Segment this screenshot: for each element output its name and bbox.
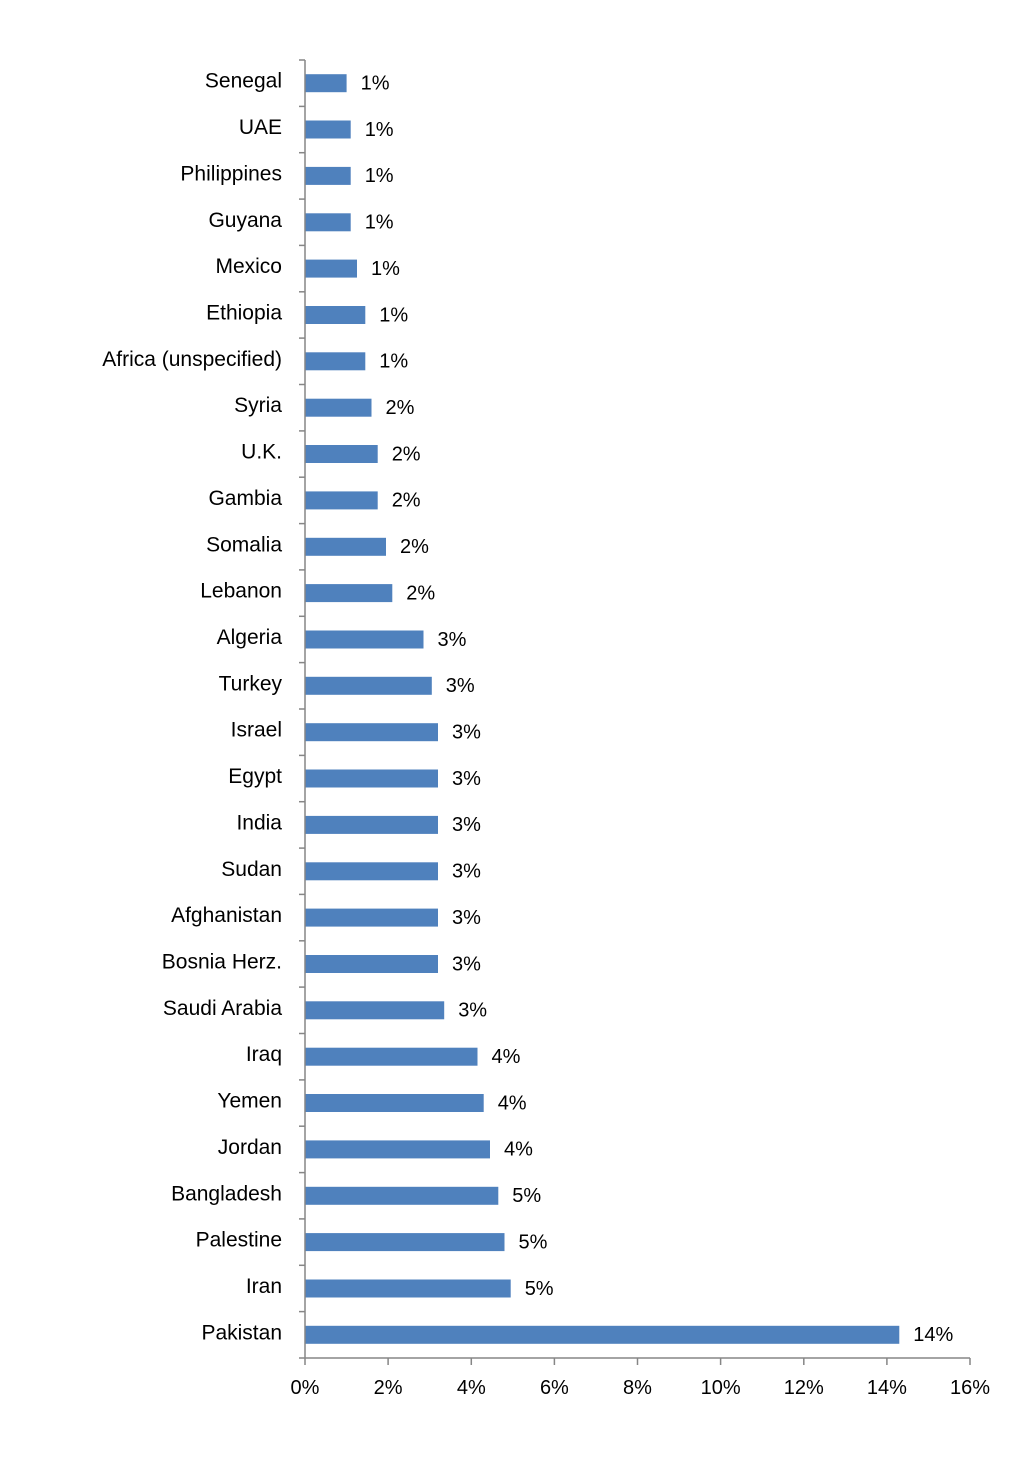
bar — [305, 445, 378, 463]
bar — [305, 1279, 511, 1298]
x-tick-label: 10% — [701, 1377, 741, 1399]
category-label: Bangladesh — [171, 1182, 282, 1205]
category-label: Saudi Arabia — [163, 997, 282, 1020]
category-label: Mexico — [215, 255, 282, 278]
bar — [305, 1186, 499, 1205]
bar-value-label: 3% — [458, 1000, 487, 1022]
category-label: Jordan — [218, 1136, 282, 1159]
category-label: India — [236, 811, 282, 834]
category-label: Palestine — [196, 1229, 282, 1252]
x-tick-label: 16% — [950, 1377, 990, 1399]
category-label: U.K. — [241, 441, 282, 464]
bar-value-label: 1% — [379, 304, 408, 326]
bar — [305, 1047, 478, 1066]
bar-value-label: 4% — [504, 1139, 533, 1161]
bar — [305, 1001, 445, 1020]
bar — [305, 584, 393, 603]
bar — [305, 166, 351, 185]
bar — [305, 815, 438, 834]
bar — [305, 352, 366, 371]
bar-value-label: 3% — [446, 675, 475, 697]
bar-value-label: 5% — [512, 1185, 541, 1207]
category-label: UAE — [239, 116, 282, 139]
category-label: Afghanistan — [171, 904, 282, 927]
category-label: Algeria — [217, 626, 283, 649]
bar — [305, 1140, 490, 1159]
axes-group: 0% 2% 4% 6% 8% 10% 12% 14% 16% — [291, 59, 990, 1399]
category-label: Africa (unspecified) — [102, 348, 282, 371]
bar — [305, 769, 438, 788]
category-label: Gambia — [208, 487, 282, 510]
x-tick-label: 0% — [291, 1377, 320, 1399]
bar — [305, 537, 386, 556]
bar — [305, 630, 424, 649]
category-label: Iraq — [246, 1043, 282, 1066]
bar-value-label: 1% — [371, 258, 400, 280]
bar-value-label: 2% — [392, 443, 421, 465]
category-label: Somalia — [206, 533, 282, 556]
bar-value-label: 1% — [379, 351, 408, 373]
bar — [305, 1325, 900, 1344]
bar — [305, 1094, 484, 1112]
bar-value-label: 4% — [498, 1092, 527, 1114]
bar — [305, 676, 432, 695]
x-tick-label: 6% — [540, 1377, 569, 1399]
bar-value-label: 2% — [406, 582, 435, 604]
bar-value-label: 3% — [452, 768, 481, 790]
x-tick-label: 4% — [457, 1377, 486, 1399]
bar — [305, 74, 347, 93]
x-tick-label: 14% — [867, 1377, 907, 1399]
bar-value-label: 2% — [392, 490, 421, 512]
bar-value-label: 1% — [365, 165, 394, 187]
category-label: Israel — [231, 719, 282, 742]
bar — [305, 213, 351, 232]
category-label: Lebanon — [200, 580, 282, 603]
category-label: Iran — [246, 1275, 282, 1298]
bar-value-label: 3% — [452, 953, 481, 975]
bar — [305, 1233, 505, 1252]
x-tick-label: 2% — [374, 1377, 403, 1399]
category-labels-group: Senegal UAE Philippines Guyana Mexico Ethiopi… — [102, 70, 282, 1345]
bar — [305, 723, 438, 742]
category-label: Ethiopia — [206, 302, 282, 325]
bar-value-label: 14% — [913, 1324, 953, 1346]
value-labels-group: 1% 1% 1% 1% 1% 1% 1% 2% 2% 2% 2% 2% 3% 3% 3% 3% 3% 3% 3% 3%… — [361, 72, 954, 1346]
bar — [305, 955, 438, 973]
category-label: Turkey — [219, 672, 283, 695]
category-label: Yemen — [217, 1090, 282, 1113]
x-tick-label: 8% — [623, 1377, 652, 1399]
bar — [305, 306, 366, 324]
bar-value-label: 3% — [438, 629, 467, 651]
category-label: Pakistan — [201, 1321, 282, 1344]
bar — [305, 259, 357, 278]
bar-value-label: 3% — [452, 907, 481, 929]
bar-value-label: 3% — [452, 721, 481, 743]
bar-value-label: 1% — [361, 72, 390, 94]
bars-group — [305, 74, 900, 1344]
bar-value-label: 2% — [386, 397, 415, 419]
bar-value-label: 4% — [492, 1046, 521, 1068]
bar-value-label: 2% — [400, 536, 429, 558]
bar-value-label: 3% — [452, 861, 481, 883]
bar — [305, 908, 438, 927]
bar-value-label: 1% — [365, 212, 394, 234]
category-label: Bosnia Herz. — [162, 951, 282, 974]
bar — [305, 398, 372, 417]
x-tick-label: 12% — [784, 1377, 824, 1399]
category-label: Senegal — [205, 70, 282, 93]
bar — [305, 862, 438, 881]
category-label: Egypt — [228, 765, 282, 788]
category-label: Guyana — [208, 209, 282, 232]
category-label: Syria — [234, 394, 282, 417]
category-label: Philippines — [180, 162, 282, 185]
bar-value-label: 3% — [452, 814, 481, 836]
category-label: Sudan — [221, 858, 282, 881]
bar — [305, 491, 378, 510]
bar — [305, 120, 351, 139]
bar-value-label: 5% — [525, 1278, 554, 1300]
bar-value-label: 5% — [519, 1231, 548, 1253]
bar-value-label: 1% — [365, 119, 394, 141]
